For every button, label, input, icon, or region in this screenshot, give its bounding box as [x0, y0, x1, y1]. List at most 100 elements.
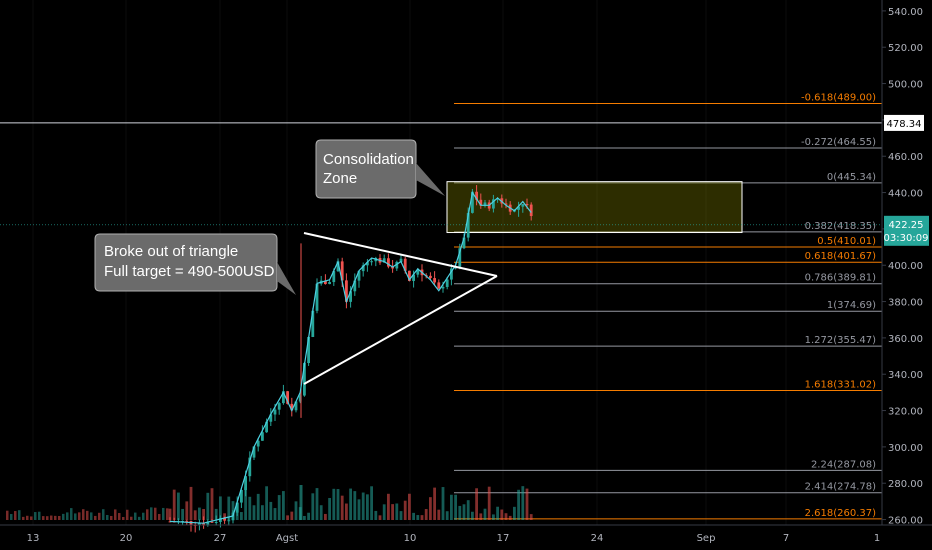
- volume-bar: [504, 513, 508, 520]
- y-tick-label: 540.00: [888, 7, 923, 18]
- volume-bar: [58, 515, 61, 520]
- volume-bar: [269, 501, 273, 520]
- volume-bar: [391, 504, 394, 520]
- volume-bar: [340, 495, 344, 520]
- volume-bar: [6, 510, 9, 520]
- volume-bar: [429, 497, 432, 520]
- volume-bar: [198, 507, 201, 520]
- candle-body: [441, 286, 445, 289]
- volume-bar: [416, 515, 420, 520]
- volume-bar: [177, 492, 180, 520]
- last-price-badge: 422.25 03:30:09: [884, 215, 929, 246]
- triangle-pattern[interactable]: [303, 232, 498, 385]
- candle-body: [345, 280, 348, 302]
- volume-bar: [462, 504, 466, 520]
- annotation-breakout-line1: Broke out of triangle: [104, 243, 238, 260]
- candle-body: [290, 403, 294, 411]
- candle-body: [366, 262, 369, 266]
- volume-bar: [114, 509, 117, 520]
- consolidation-zone[interactable]: [446, 181, 743, 234]
- volume-bar: [227, 496, 231, 520]
- candle-body: [265, 421, 268, 433]
- volume-bar: [454, 494, 457, 520]
- fibonacci-levels: -0.618(489.00) -0.272(464.55) 0(445.34) 0.3…: [454, 93, 882, 520]
- volume-bar: [324, 513, 327, 520]
- fib-level-label: 1(374.69): [827, 300, 876, 311]
- annotation-breakout[interactable]: Broke out of triangle Full target = 490-…: [94, 233, 296, 295]
- volume-bar: [244, 486, 247, 520]
- y-tick-label: 400.00: [888, 261, 923, 272]
- volume-bar: [328, 497, 331, 520]
- volume-bar: [357, 499, 361, 520]
- volume-bar: [374, 510, 378, 520]
- volume-bar: [181, 508, 184, 520]
- volume-bar: [458, 505, 462, 520]
- volume-bar: [441, 487, 445, 520]
- candle-body: [357, 271, 361, 281]
- candle-body: [206, 521, 210, 526]
- fib-level-label: 0.618(401.67): [805, 251, 877, 262]
- volume-bar: [22, 516, 25, 520]
- volume-bar: [90, 512, 93, 520]
- candle-body: [277, 403, 281, 410]
- volume-bar: [299, 485, 303, 520]
- annotation-consolidation[interactable]: Consolidation Zone: [315, 139, 445, 199]
- candle-body: [403, 258, 407, 271]
- volume-bar: [94, 515, 97, 520]
- volume-bar: [521, 486, 525, 520]
- candle-body: [307, 336, 310, 364]
- volume-bar: [172, 489, 176, 520]
- candle-body: [483, 202, 487, 206]
- candle-body: [529, 204, 533, 217]
- y-tick-label: 260.00: [888, 516, 923, 527]
- x-axis[interactable]: 13 20 27 Agst 10 17 24 Sep 7 1: [27, 533, 881, 544]
- candle-body: [315, 283, 319, 311]
- volume-bar: [126, 509, 129, 520]
- volume-bar: [433, 487, 436, 520]
- volume-bar: [142, 512, 145, 520]
- volume-bar: [214, 508, 218, 520]
- candle-body: [294, 401, 298, 411]
- candle-body: [399, 258, 403, 262]
- x-tick-label: 27: [214, 533, 227, 544]
- candle-body: [223, 518, 226, 521]
- volume-bar: [202, 509, 205, 520]
- volume-bar: [382, 504, 386, 520]
- price-badge-horizontal-line: 478.34: [884, 114, 924, 131]
- volume-bar: [412, 512, 415, 520]
- volume-bar: [265, 486, 268, 520]
- volume-bar: [18, 510, 21, 520]
- volume-bar: [102, 509, 105, 520]
- volume-bar: [110, 515, 113, 520]
- volume-bar: [471, 511, 474, 520]
- volume-bar: [466, 500, 470, 520]
- candle-body: [248, 457, 252, 477]
- candle-body: [269, 414, 273, 422]
- volume-bar: [38, 511, 41, 520]
- x-tick-label: Sep: [697, 533, 716, 544]
- countdown-text: 03:30:09: [884, 233, 929, 244]
- candle-body: [437, 282, 441, 289]
- fib-level-label: 0.382(418.35): [805, 221, 877, 232]
- volume-bar: [508, 515, 512, 520]
- volume-bar: [366, 494, 369, 520]
- x-tick-label: 17: [497, 533, 510, 544]
- volume-bar: [437, 509, 441, 520]
- volume-bar: [282, 491, 285, 520]
- volume-bar: [10, 514, 13, 520]
- volume-bar: [185, 501, 189, 520]
- candle-body: [445, 279, 449, 287]
- volume-bar: [399, 511, 403, 520]
- volume-bar: [500, 509, 504, 520]
- y-axis[interactable]: 540.00520.00500.00480.00460.00440.00420.…: [882, 7, 923, 527]
- candle-body: [332, 271, 336, 283]
- volume-bar: [378, 515, 382, 520]
- fib-level-label: 1.618(331.02): [805, 380, 877, 391]
- volume-bar: [14, 511, 17, 520]
- volume-bar: [78, 512, 81, 520]
- volume-bar: [273, 508, 277, 520]
- x-tick-label: 10: [404, 533, 417, 544]
- volume-bar: [158, 513, 161, 520]
- fib-level-label: 1.272(355.47): [805, 335, 877, 346]
